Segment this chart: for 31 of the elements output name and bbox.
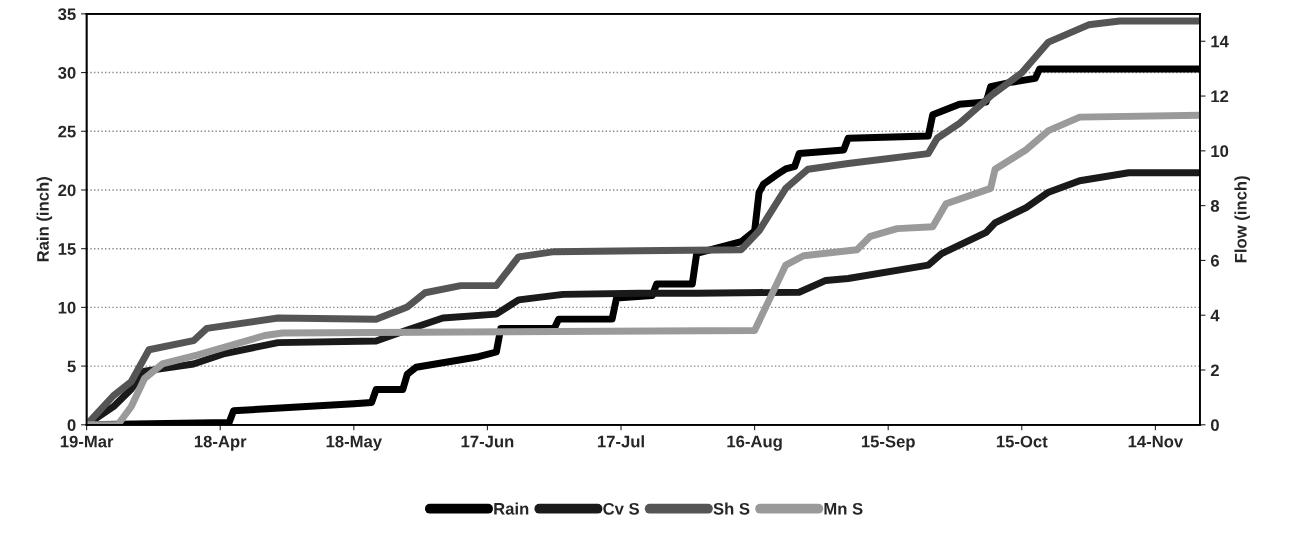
y-tick-label: 10 <box>58 301 76 314</box>
y-axis-title: Rain (inch) <box>36 177 53 262</box>
y-tick-label: 20 <box>58 184 76 197</box>
y-tick-label: 0 <box>67 419 76 431</box>
legend-label: Sh S <box>713 502 750 515</box>
x-tick-label: 17-Jul <box>597 435 644 448</box>
legend-label: Mn S <box>824 502 863 515</box>
y-tick-label: 30 <box>58 66 76 79</box>
y2-tick-label: 14 <box>1211 35 1229 48</box>
y-tick-label: 25 <box>58 125 76 138</box>
y2-tick-label: 4 <box>1210 309 1220 322</box>
x-tick-label: 19-Mar <box>60 435 114 448</box>
y2-axis-title: Flow (inch) <box>1234 176 1250 263</box>
x-tick-label: 18-Apr <box>194 435 247 451</box>
x-tick-label: 18-May <box>326 435 382 451</box>
y2-tick-label: 12 <box>1211 90 1229 103</box>
legend-label: Cv S <box>603 502 640 515</box>
y-tick-label: 35 <box>58 8 76 21</box>
x-tick-label: 15-Oct <box>996 435 1048 448</box>
y-tick-label: 5 <box>67 360 76 373</box>
x-tick-label: 17-Jun <box>461 435 514 448</box>
y2-tick-label: 2 <box>1210 364 1219 377</box>
y2-tick-label: 10 <box>1211 145 1229 158</box>
legend-label: Rain <box>494 502 529 515</box>
x-tick-label: 15-Sep <box>861 435 915 451</box>
x-tick-label: 16-Aug <box>727 435 782 451</box>
y-tick-label: 15 <box>58 243 76 255</box>
x-tick-label: 14-Nov <box>1128 435 1184 448</box>
y2-tick-label: 6 <box>1210 254 1219 267</box>
y2-tick-label: 8 <box>1210 200 1220 212</box>
y2-tick-label: 0 <box>1210 419 1219 431</box>
